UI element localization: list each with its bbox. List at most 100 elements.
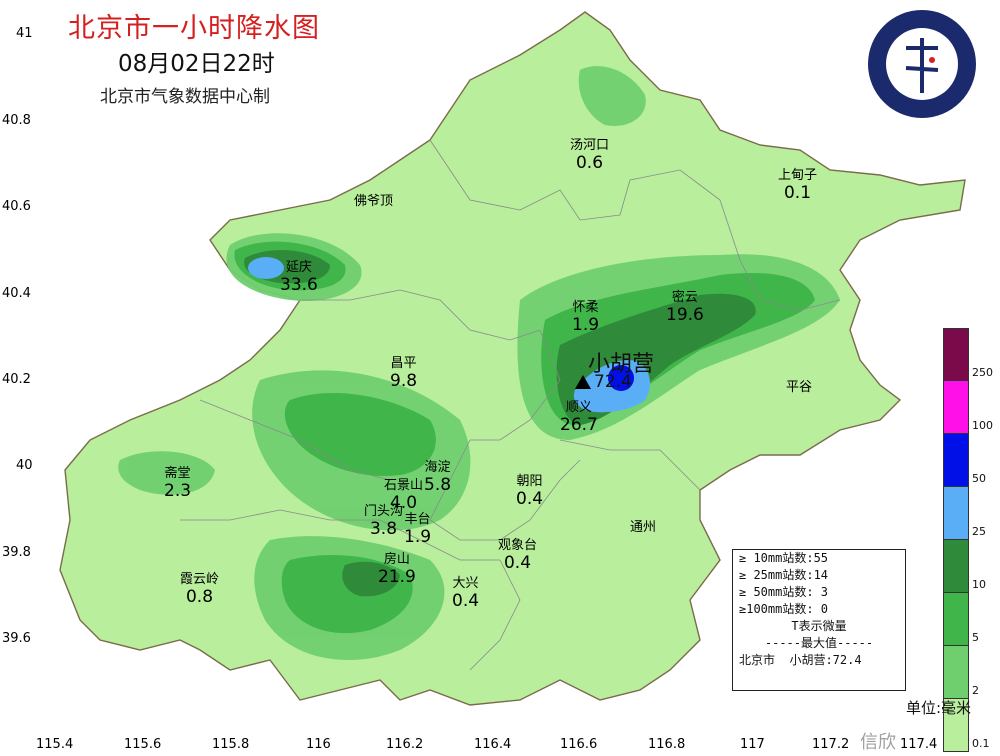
stats-line: ≥ 25mm站数:14 [739,568,829,582]
station-mentougou: 门头沟 3.8 [364,500,403,539]
legend-label: 50 [972,472,986,485]
map-datetime: 08月02日22时 [118,51,275,77]
x-tick: 116.6 [560,737,598,752]
x-tick: 117 [740,737,765,752]
station-name: 观象台 [498,538,538,553]
rain-zone-50mm [608,365,634,391]
station-yanqing: 延庆 33.6 [280,256,318,295]
legend-label: 25 [972,525,986,538]
station-shijingshan: 石景山 4.0 [384,474,423,513]
stats-box: ≥ 10mm站数:55 ≥ 25mm站数:14 ≥ 50mm站数: 3 ≥100… [732,549,906,691]
max-station-value: 72.4 [594,372,632,392]
watermark: 信欣 [860,732,896,753]
station-value: 2.3 [164,481,192,501]
y-tick: 39.6 [2,631,31,646]
legend-swatch [943,593,969,646]
station-name: 霞云岭 [180,572,220,587]
station-name: 昌平 [390,356,417,371]
station-value: 21.9 [378,567,416,587]
station-name: 上甸子 [778,168,818,183]
station-name: 大兴 [452,576,479,591]
station-value: 4.0 [389,493,418,513]
legend-swatch [943,434,969,487]
x-tick: 116 [306,737,331,752]
stats-line: ≥ 50mm站数: 3 [739,585,829,599]
station-value: 0.4 [452,591,480,611]
station-name: 丰台 [404,512,431,527]
station-name: 房山 [383,552,410,567]
unit-label: 单位:毫米 [906,699,972,717]
legend-swatch [943,646,969,699]
station-xiayunling: 霞云岭 0.8 [180,568,219,607]
station-name: 密云 [671,290,698,305]
max-station-name: 小胡营 [588,352,655,377]
x-tick: 117.4 [900,737,938,752]
stats-line: ≥ 10mm站数:55 [739,551,829,565]
station-name: 斋堂 [164,466,191,481]
station-value: 33.6 [280,275,318,295]
station-pinggu: 平谷 [786,376,812,395]
station-foyeding: 佛爷顶 [354,190,393,209]
y-tick: 40.6 [2,199,31,214]
station-shangdianzi: 上甸子 0.1 [778,164,817,203]
stats-line: ≥100mm站数: 0 [739,602,829,616]
y-tick: 40 [16,458,33,473]
station-value: 9.8 [390,371,418,391]
district-borders [180,139,841,671]
station-value: 0.4 [516,489,544,509]
x-tick: 116.2 [386,737,424,752]
legend-swatch [943,699,969,752]
station-value: 0.8 [185,587,214,607]
station-name: 延庆 [285,260,312,275]
station-shunyi: 顺义 26.7 [560,396,598,435]
station-chaoyang: 朝阳 0.4 [516,470,543,509]
station-value: 0.6 [575,153,604,173]
station-name: 平谷 [786,380,813,395]
legend-label: 0.1 [972,737,990,750]
stats-line: T表示微量 [791,619,847,633]
y-tick: 39.8 [2,545,31,560]
station-zhaitang: 斋堂 2.3 [164,462,191,501]
station-tanghekou: 汤河口 0.6 [570,134,609,173]
stats-line: 北京市 小胡营:72.4 [739,653,862,667]
legend-swatch [943,487,969,540]
x-tick: 116.4 [474,737,512,752]
station-name: 佛爷顶 [354,194,394,209]
x-tick: 115.6 [124,737,162,752]
y-tick: 41 [16,26,33,41]
station-value: 19.6 [666,305,704,325]
station-fangshan: 房山 21.9 [378,548,416,587]
legend-label: 10 [972,578,986,591]
y-tick: 40.2 [2,372,31,387]
map-credit: 北京市气象数据中心制 [100,87,270,107]
legend-label: 5 [972,631,979,644]
station-value: 0.1 [783,183,812,203]
station-fengtai: 丰台 1.9 [404,508,431,547]
x-tick: 115.8 [212,737,250,752]
station-value: 5.8 [424,475,452,495]
station-value: 1.9 [572,315,600,335]
legend-swatch [943,328,969,381]
station-name: 石景山 [384,478,424,493]
legend-label: 250 [972,366,993,379]
station-name: 门头沟 [364,504,404,519]
x-tick: 116.8 [648,737,686,752]
station-guanxiangtai: 观象台 0.4 [498,534,537,573]
stats-line: -----最大值----- [764,636,874,650]
station-haidian: 海淀 5.8 [424,456,451,495]
color-legend [943,328,969,752]
station-value: 26.7 [560,415,598,435]
station-name: 通州 [630,520,657,535]
station-name: 顺义 [565,400,592,415]
station-name: 汤河口 [570,138,610,153]
y-tick: 40.4 [2,286,31,301]
station-value: 1.9 [404,527,432,547]
station-name: 海淀 [424,460,451,475]
y-tick: 40.8 [2,113,31,128]
x-tick: 115.4 [36,737,74,752]
triangle-marker-icon [575,375,591,389]
station-name: 朝阳 [516,474,543,489]
legend-label: 2 [972,684,979,697]
station-name: 怀柔 [572,300,599,315]
